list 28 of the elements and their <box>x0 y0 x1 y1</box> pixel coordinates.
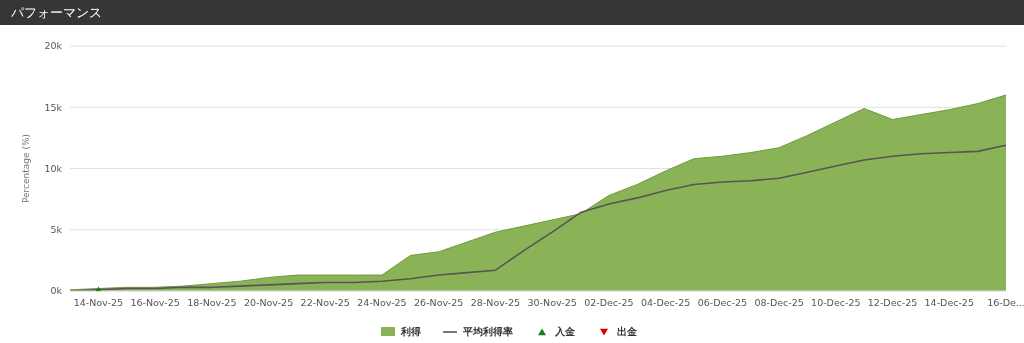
x-tick-label: 02-Dec-25 <box>584 296 634 308</box>
x-tick-label: 06-Dec-25 <box>697 296 748 308</box>
y-tick-label: 0k <box>50 285 63 297</box>
legend-label: 平均利得率 <box>463 325 513 339</box>
x-tick-label: 30-Nov-25 <box>527 296 577 308</box>
x-tick-label: 14-Dec-25 <box>924 296 974 308</box>
x-tick-label: 18-Nov-25 <box>187 296 237 308</box>
y-axis-title: Percentage (%) <box>21 133 32 204</box>
legend-label: 入金 <box>555 325 575 339</box>
x-tick-label: 04-Dec-25 <box>640 296 691 308</box>
x-tick-label: 08-Dec-25 <box>754 296 804 308</box>
x-tick-label: 14-Nov-25 <box>73 296 124 308</box>
y-tick-label: 20k <box>44 40 63 52</box>
x-tick-label: 28-Nov-25 <box>470 296 521 308</box>
x-tick-label: 12-Dec-25 <box>867 296 918 308</box>
x-tick-label: 22-Nov-25 <box>300 296 350 308</box>
legend-label: 出金 <box>617 325 637 339</box>
y-tick-label: 5k <box>50 224 63 236</box>
legend-label: 利得 <box>401 325 421 339</box>
chart-title: パフォーマンス <box>0 0 1024 25</box>
x-tick-label: 26-Nov-25 <box>414 296 464 308</box>
x-tick-label: 20-Nov-25 <box>243 296 294 308</box>
y-tick-label: 10k <box>44 162 63 174</box>
x-tick-label: 16-Nov-25 <box>130 296 180 308</box>
x-tick-label: 16-De... <box>987 296 1024 308</box>
x-tick-label: 10-Dec-25 <box>811 296 861 308</box>
y-tick-label: 15k <box>44 101 63 113</box>
x-tick-label: 24-Nov-25 <box>357 296 407 308</box>
